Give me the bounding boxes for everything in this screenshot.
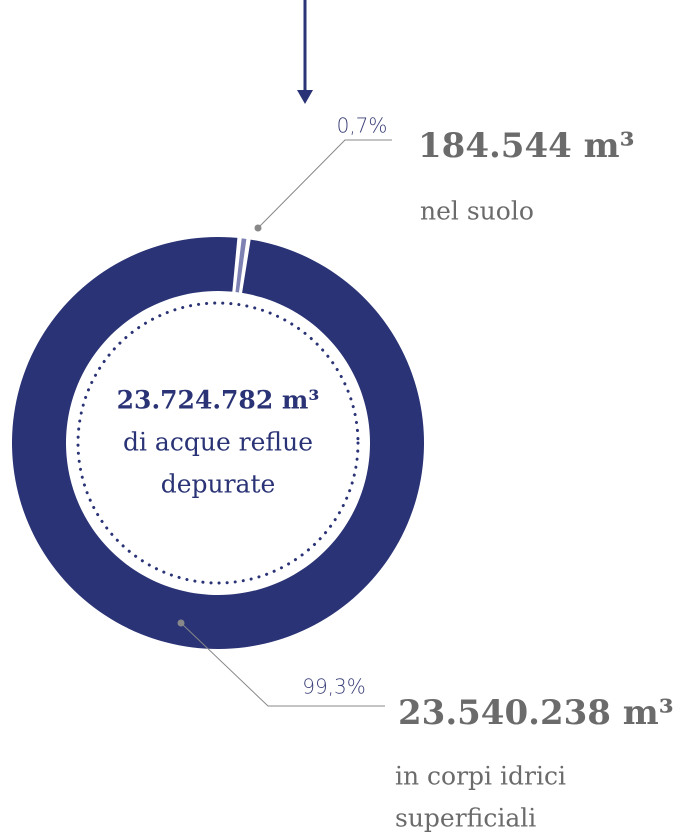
amount: 23.540.238 m³ <box>398 693 674 733</box>
amount: 184.544 m³ <box>418 126 634 166</box>
leader-line <box>257 139 392 229</box>
value-label: 0,7% <box>337 114 388 138</box>
center-text: di acque reflue <box>123 428 313 457</box>
leader-dot <box>254 224 262 232</box>
description: nel suolo <box>420 197 534 226</box>
description: superficiali <box>395 804 536 833</box>
center-text: depurate <box>161 470 276 499</box>
center-total: 23.724.782 m³ <box>117 386 320 415</box>
arrow <box>297 0 313 104</box>
value-label: 99,3% <box>302 675 366 699</box>
leader-dot <box>177 619 185 627</box>
donut-slice <box>235 238 247 293</box>
description: in corpi idrici <box>395 762 566 791</box>
center-disc <box>68 293 368 593</box>
dotted-ring <box>76 301 360 585</box>
leader-line <box>180 622 385 707</box>
